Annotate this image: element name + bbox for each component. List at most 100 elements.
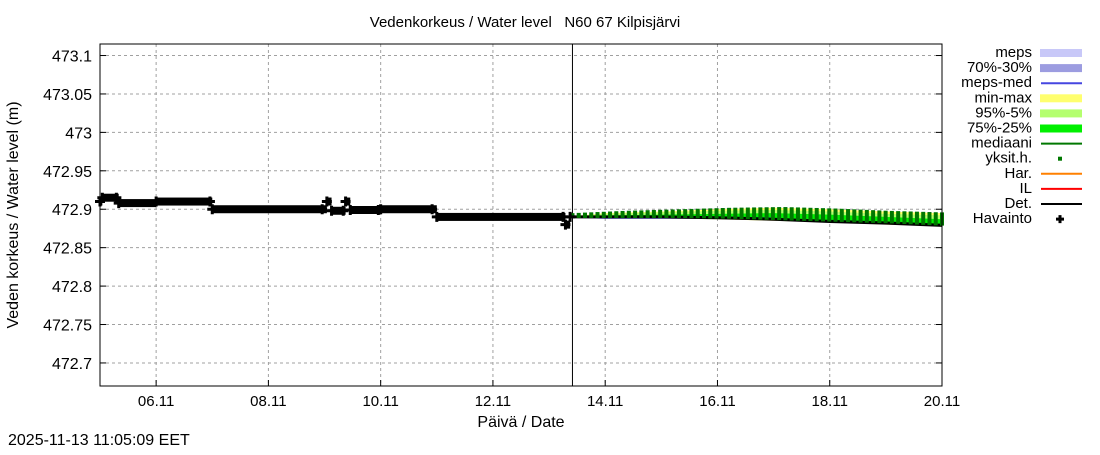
observation-marker — [560, 219, 571, 230]
x-tick-label: 12.11 — [475, 393, 511, 410]
member-marker — [908, 211, 913, 225]
member-marker — [914, 211, 919, 225]
chart-title: Vedenkorkeus / Water level N60 67 Kilpis… — [370, 14, 680, 31]
x-tick-label: 16.11 — [699, 393, 735, 410]
y-tick-label: 473 — [65, 125, 92, 142]
x-tick-label: 06.11 — [138, 393, 174, 410]
member-marker — [689, 208, 694, 219]
observation-marker — [113, 198, 124, 209]
member-marker — [877, 210, 882, 224]
legend-label: Det. — [1004, 195, 1032, 212]
legend-swatch — [1040, 124, 1082, 133]
member-marker — [727, 207, 732, 219]
observation-marker — [340, 196, 351, 207]
observation-marker — [204, 196, 215, 207]
observation-marker — [97, 192, 108, 203]
member-marker — [846, 209, 851, 223]
legend-label: 70%-30% — [967, 59, 1032, 76]
member-marker — [633, 210, 638, 218]
member-marker — [777, 207, 782, 221]
x-tick-label: 18.11 — [812, 393, 848, 410]
member-marker — [933, 212, 938, 226]
legend-swatch — [1056, 215, 1064, 224]
member-marker — [764, 207, 769, 220]
member-marker — [820, 208, 825, 222]
member-marker — [676, 209, 681, 218]
member-marker — [589, 212, 594, 218]
member-marker — [714, 208, 719, 219]
observation-marker — [111, 192, 122, 203]
member-marker — [639, 210, 644, 218]
member-marker — [883, 210, 888, 224]
member-marker — [833, 208, 838, 222]
member-marker — [683, 209, 688, 219]
member-marker — [670, 209, 675, 218]
member-marker — [927, 212, 932, 226]
observation-marker — [321, 196, 332, 207]
member-marker — [839, 208, 844, 222]
member-marker — [770, 207, 775, 220]
member-marker — [783, 207, 788, 221]
y-axis-label: Veden korkeus / Water level (m) — [5, 101, 22, 328]
y-tick-label: 472.85 — [43, 241, 92, 258]
member-marker — [626, 210, 631, 218]
x-tick-label: 08.11 — [250, 393, 286, 410]
y-tick-label: 472.9 — [52, 202, 92, 219]
timestamp: 2025-11-13 11:05:09 EET — [8, 432, 190, 449]
legend-label: Havainto — [973, 210, 1032, 227]
x-axis-label: Päivä / Date — [477, 414, 564, 431]
member-marker — [733, 207, 738, 219]
member-marker — [745, 207, 750, 220]
legend-swatch — [1058, 156, 1062, 161]
member-marker — [896, 211, 901, 224]
member-marker — [658, 209, 663, 218]
y-tick-label: 472.95 — [43, 164, 92, 181]
observation-segment — [436, 212, 564, 221]
observation-segment — [380, 205, 433, 214]
observation-segment — [118, 199, 157, 208]
member-marker — [708, 208, 713, 219]
member-marker — [739, 207, 744, 220]
legend-label: Har. — [1004, 165, 1032, 182]
member-marker — [645, 210, 650, 218]
member-marker — [695, 208, 700, 219]
legend-label: IL — [1019, 180, 1032, 197]
member-marker — [889, 210, 894, 224]
y-tick-label: 473.1 — [52, 49, 92, 66]
member-marker — [582, 212, 587, 218]
member-marker — [852, 209, 857, 223]
member-marker — [576, 212, 581, 218]
member-marker — [601, 211, 606, 218]
member-marker — [595, 212, 600, 218]
legend-swatch — [1040, 64, 1082, 73]
legend-swatch — [1040, 94, 1082, 103]
legend-label: min-max — [974, 89, 1032, 106]
observation-marker — [326, 205, 337, 216]
observation-marker — [375, 204, 386, 215]
observation-marker — [207, 204, 218, 215]
observation-marker — [345, 205, 356, 216]
legend-swatch — [1040, 49, 1082, 57]
observation-segment — [212, 205, 323, 214]
member-marker — [864, 209, 869, 223]
plot-frame — [99, 43, 943, 387]
observation-marker — [427, 204, 438, 215]
observation-segment — [350, 206, 379, 215]
legend-label: meps-med — [961, 74, 1032, 91]
member-marker — [664, 209, 669, 218]
member-marker — [871, 210, 876, 223]
y-tick-label: 473.05 — [43, 87, 92, 104]
observation-segment — [156, 197, 210, 206]
member-marker — [808, 207, 813, 222]
x-tick-label: 14.11 — [587, 393, 623, 410]
member-marker — [752, 207, 757, 220]
observation-marker — [431, 211, 442, 222]
member-marker — [620, 210, 625, 218]
observation-segment — [102, 193, 117, 202]
member-marker — [827, 208, 832, 222]
legend-label: 75%-25% — [967, 120, 1032, 137]
legend-label: yksit.h. — [985, 150, 1032, 167]
member-marker — [789, 207, 794, 221]
member-marker — [701, 208, 706, 219]
